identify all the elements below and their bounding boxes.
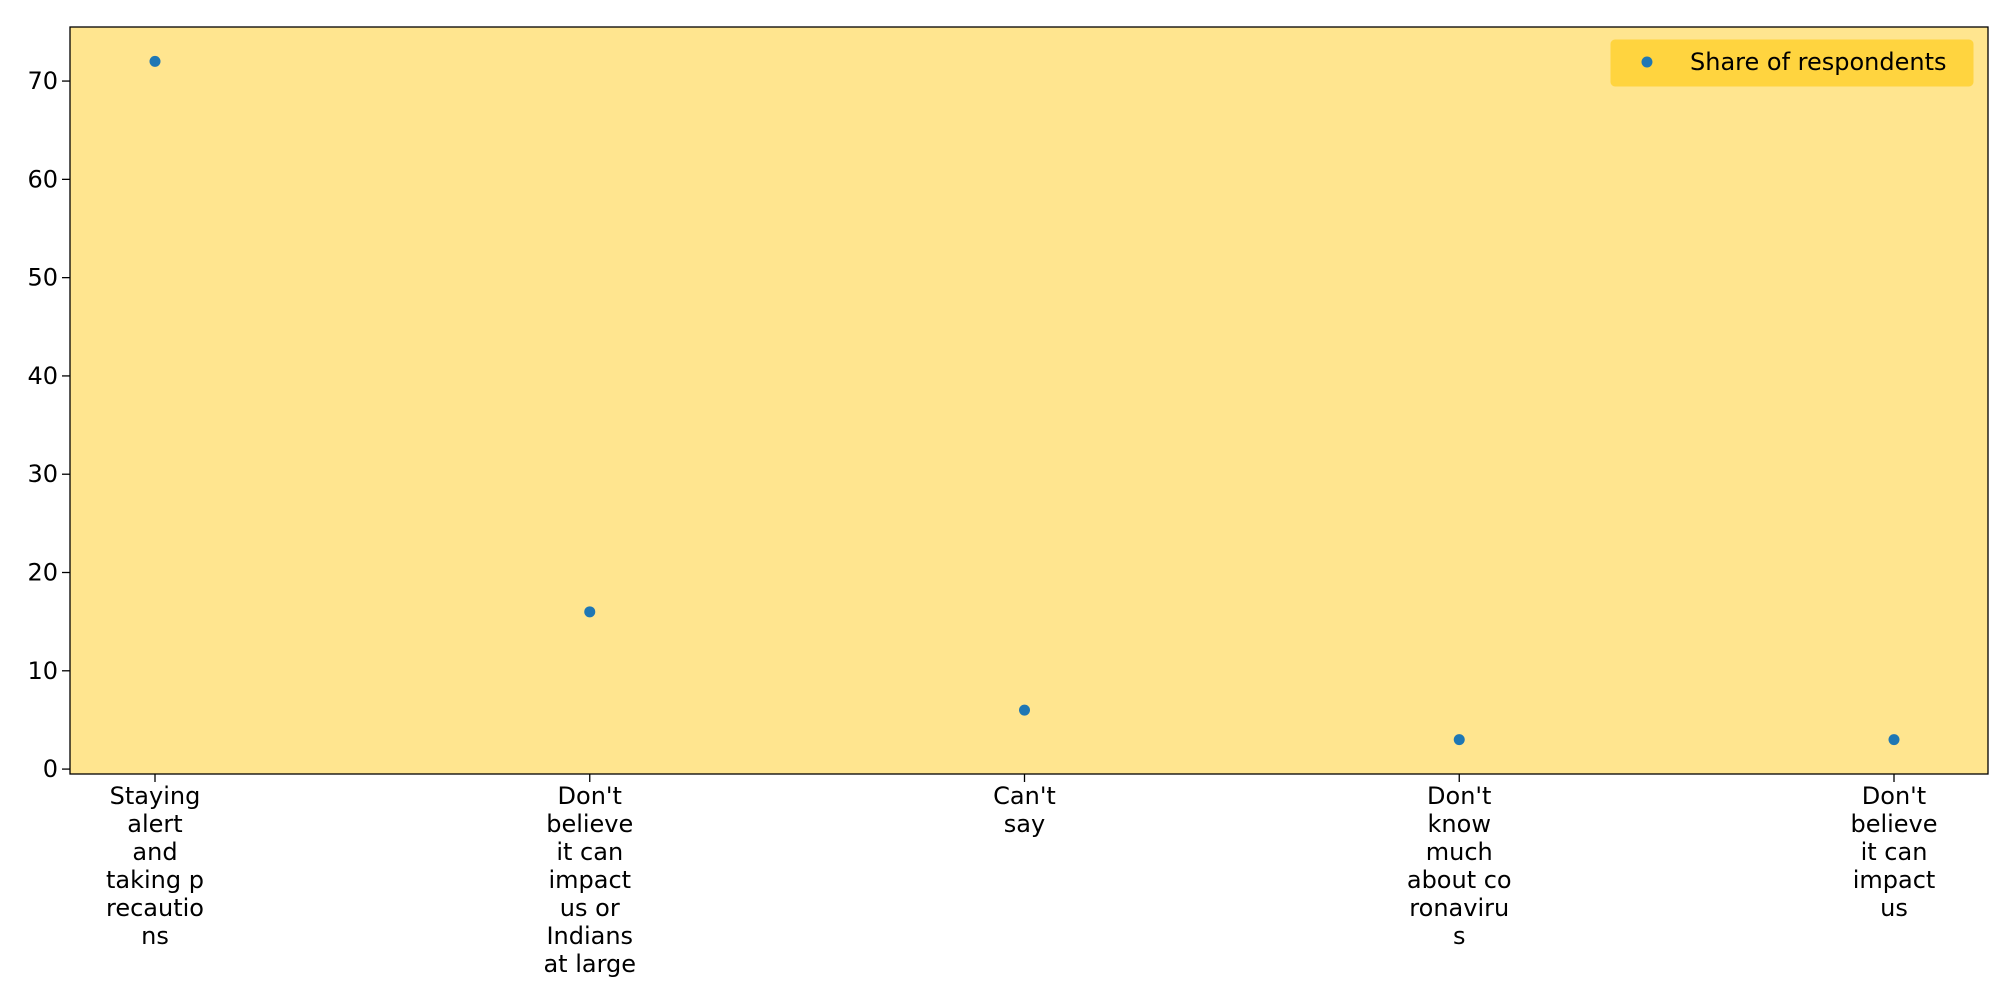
x-tick-label: Staying alert and taking p recautio ns <box>106 782 204 950</box>
y-tick-label: 50 <box>27 264 58 292</box>
x-tick-label: Can't say <box>993 782 1056 838</box>
data-points <box>149 55 1900 746</box>
x-tick-label: Don't believe it can impact us <box>1850 782 1937 922</box>
y-tick-label: 30 <box>27 460 58 488</box>
legend: Share of respondents <box>1610 39 1974 87</box>
y-tick-label: 60 <box>27 165 58 193</box>
y-tick-label: 20 <box>27 559 58 587</box>
data-point <box>149 55 161 67</box>
data-point <box>1019 704 1030 716</box>
legend-marker <box>1641 56 1653 68</box>
y-axis: 0 10 20 30 40 50 60 70 <box>27 67 70 783</box>
y-tick-label: 40 <box>27 362 58 390</box>
data-point <box>1888 734 1900 746</box>
x-tick-label: Don't believe it can impact us or Indians at l… <box>543 782 636 978</box>
legend-box <box>1610 39 1974 87</box>
plot-area <box>69 26 1989 775</box>
y-tick-label: 10 <box>27 657 58 685</box>
x-axis: Staying alert and taking p recautio ns Don't be… <box>106 774 1938 978</box>
y-tick-label: 70 <box>27 67 58 95</box>
legend-label: Share of respondents <box>1690 48 1947 76</box>
data-point <box>1453 734 1465 746</box>
x-tick-label: Don't know much about co ronaviru s <box>1407 782 1512 950</box>
y-tick-label: 0 <box>43 755 58 783</box>
data-point <box>584 606 596 618</box>
